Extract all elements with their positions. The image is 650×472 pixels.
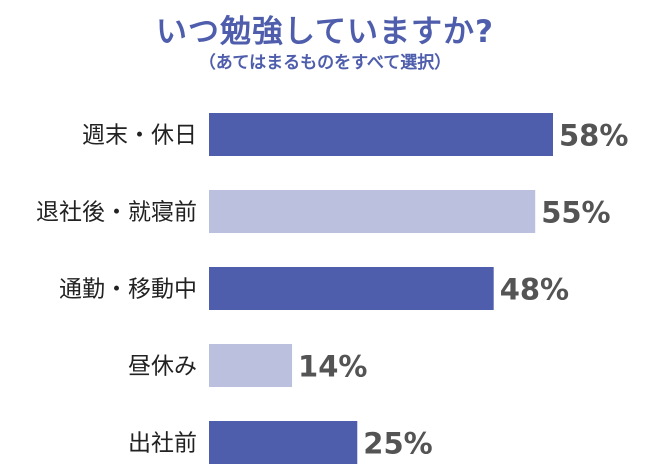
category-label: 出社前 xyxy=(128,431,197,457)
value-label: 55% xyxy=(541,196,610,230)
category-label: 昼休み xyxy=(128,354,197,380)
category-label: 退社後・就寝前 xyxy=(36,200,197,226)
bar xyxy=(209,267,494,310)
bar xyxy=(209,190,536,233)
value-label: 14% xyxy=(298,350,367,384)
chart-subtitle: （あてはまるものをすべて選択） xyxy=(198,53,452,73)
bar xyxy=(209,421,358,464)
bar xyxy=(209,113,553,156)
bar xyxy=(209,344,293,387)
chart-title: いつ勉強していますか? xyxy=(155,14,495,50)
category-label: 通勤・移動中 xyxy=(59,277,197,303)
value-label: 48% xyxy=(500,273,569,307)
category-label: 週末・休日 xyxy=(82,123,197,149)
value-label: 58% xyxy=(559,119,628,153)
value-label: 25% xyxy=(363,427,432,461)
